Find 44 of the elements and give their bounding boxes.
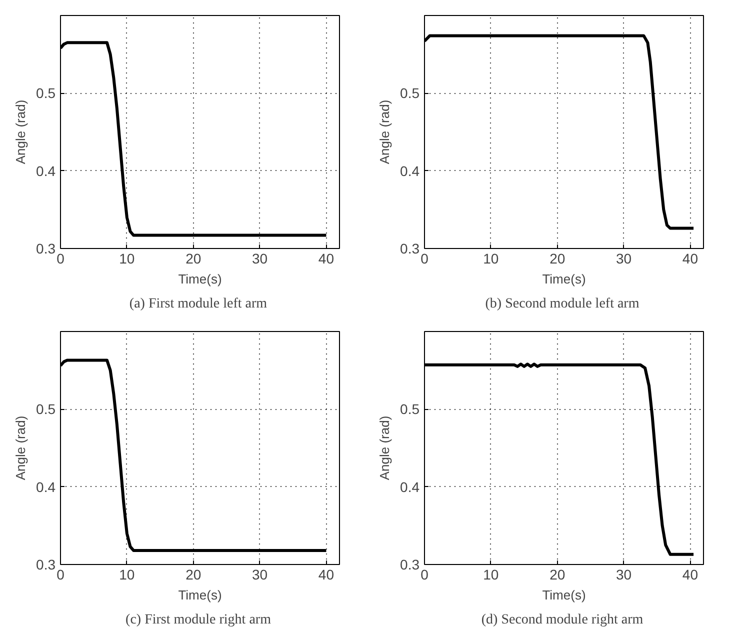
- y-tick-label: 0.5: [36, 85, 56, 102]
- y-axis-title: Angle (rad): [377, 100, 392, 164]
- x-tick-label: 10: [119, 250, 135, 266]
- y-tick-label: 0.3: [36, 556, 56, 572]
- y-tick-label: 0.5: [400, 85, 420, 102]
- x-tick-label: 20: [550, 250, 566, 266]
- y-axis-title: Angle (rad): [13, 100, 28, 164]
- x-axis-title: Time(s): [542, 588, 586, 602]
- y-tick-label: 0.3: [400, 240, 420, 256]
- text: (b) Second module left arm: [485, 296, 640, 312]
- y-tick-label: 0.4: [36, 478, 56, 495]
- x-tick-label: 10: [483, 250, 499, 266]
- y-tick-label: 0.5: [36, 401, 56, 418]
- x-tick-label: 30: [616, 566, 632, 582]
- x-tick-label: 0: [56, 250, 65, 266]
- x-tick-label: 20: [550, 566, 566, 582]
- x-tick-label: 40: [682, 566, 698, 582]
- x-tick-label: 0: [420, 566, 429, 582]
- y-tick-label: 0.4: [400, 162, 420, 179]
- text: (d) Second module right arm: [481, 612, 644, 628]
- x-tick-label: 40: [682, 250, 698, 266]
- x-tick-label: 10: [483, 566, 499, 582]
- x-tick-label: 20: [186, 250, 202, 266]
- x-tick-label: 30: [252, 566, 268, 582]
- x-axis-title: Time(s): [178, 272, 222, 286]
- x-axis-title: Time(s): [542, 272, 586, 286]
- y-tick-label: 0.5: [400, 401, 420, 418]
- x-tick-label: 30: [252, 250, 268, 266]
- x-tick-label: 10: [119, 566, 135, 582]
- x-tick-label: 40: [318, 566, 334, 582]
- x-tick-label: 40: [318, 250, 334, 266]
- x-tick-label: 0: [420, 250, 429, 266]
- y-tick-label: 0.3: [36, 240, 56, 256]
- y-tick-label: 0.4: [400, 478, 420, 495]
- y-axis-title: Angle (rad): [377, 416, 392, 480]
- text: (c) First module right arm: [126, 612, 272, 628]
- x-tick-label: 20: [186, 566, 202, 582]
- x-tick-label: 30: [616, 250, 632, 266]
- x-axis-title: Time(s): [178, 588, 222, 602]
- y-tick-label: 0.4: [36, 162, 56, 179]
- y-tick-label: 0.3: [400, 556, 420, 572]
- x-tick-label: 0: [56, 566, 65, 582]
- text: (a) First module left arm: [129, 296, 268, 312]
- y-axis-title: Angle (rad): [13, 416, 28, 480]
